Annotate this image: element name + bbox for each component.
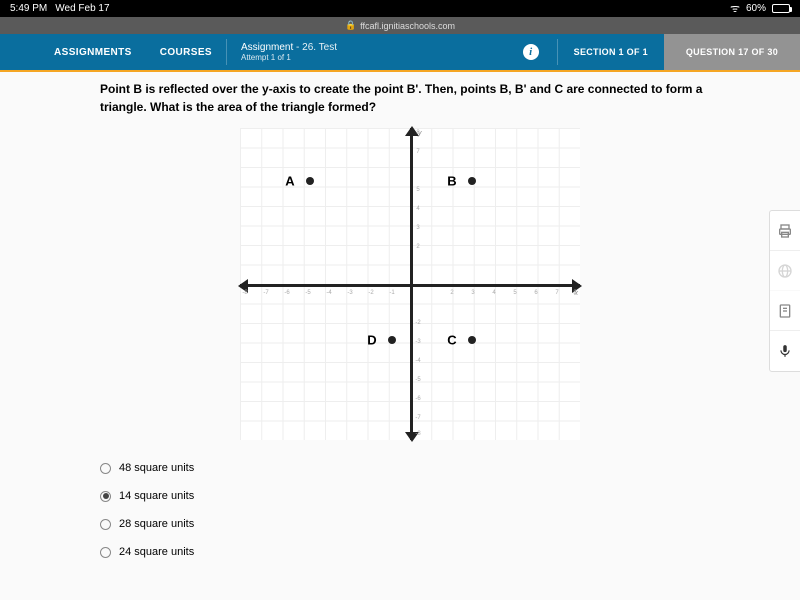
content-area: Point B is reflected over the y-axis to …: [0, 72, 800, 600]
y-tick: 2: [416, 244, 419, 250]
x-tick: -1: [389, 290, 394, 296]
assignment-block: Assignment - 26. Test Attempt 1 of 1: [227, 34, 351, 70]
nav-bar: ASSIGNMENTS COURSES Assignment - 26. Tes…: [0, 34, 800, 72]
x-tick: -2: [368, 290, 373, 296]
y-tick: -7: [415, 415, 420, 421]
assignment-attempt: Attempt 1 of 1: [241, 53, 337, 62]
y-tick: 8: [416, 130, 419, 136]
y-tick: -2: [415, 320, 420, 326]
x-tick: 4: [492, 290, 495, 296]
choice-3[interactable]: 24 square units: [100, 538, 720, 566]
coordinate-graph: y x -8-7-6-5-4-3-2-12345678875432-2-3-4-…: [240, 128, 580, 440]
choice-0-label: 48 square units: [119, 462, 194, 474]
section-indicator: SECTION 1 OF 1: [558, 47, 664, 57]
globe-tool[interactable]: [770, 251, 800, 291]
y-tick: 4: [416, 206, 419, 212]
status-bar: 5:49 PM Wed Feb 17 ᯤ 60%: [0, 0, 800, 17]
y-tick: -8: [415, 431, 420, 437]
side-toolbar: [769, 210, 800, 372]
y-tick: -3: [415, 339, 420, 345]
question-indicator: QUESTION 17 OF 30: [664, 34, 800, 70]
point-label-b: B: [447, 174, 456, 189]
url-text: ffcafl.ignitiaschools.com: [360, 21, 455, 31]
nav-courses[interactable]: COURSES: [146, 34, 226, 70]
lock-icon: 🔒: [345, 20, 356, 31]
choice-1-label: 14 square units: [119, 490, 194, 502]
doc-tool[interactable]: [770, 291, 800, 331]
x-tick: -7: [263, 290, 268, 296]
x-tick: 2: [450, 290, 453, 296]
y-tick: 7: [416, 149, 419, 155]
point-b: [468, 177, 476, 185]
choice-3-radio[interactable]: [100, 547, 111, 558]
choice-2[interactable]: 28 square units: [100, 510, 720, 538]
answer-choices: 48 square units 14 square units 28 square …: [100, 454, 720, 566]
mic-tool[interactable]: [770, 331, 800, 371]
point-d: [388, 336, 396, 344]
url-bar: 🔒 ffcafl.ignitiaschools.com: [0, 17, 800, 34]
y-axis: [410, 128, 413, 440]
battery-percent: 60%: [746, 3, 766, 14]
nav-assignments[interactable]: ASSIGNMENTS: [40, 34, 146, 70]
choice-0[interactable]: 48 square units: [100, 454, 720, 482]
question-text: Point B is reflected over the y-axis to …: [100, 80, 720, 116]
y-tick: -5: [415, 377, 420, 383]
choice-1[interactable]: 14 square units: [100, 482, 720, 510]
assignment-label: Assignment: [241, 42, 293, 53]
y-tick: 5: [416, 187, 419, 193]
graph-container: y x -8-7-6-5-4-3-2-12345678875432-2-3-4-…: [100, 116, 720, 450]
y-tick: -4: [415, 358, 420, 364]
point-label-a: A: [285, 174, 294, 189]
point-c: [468, 336, 476, 344]
choice-1-radio[interactable]: [100, 491, 111, 502]
wifi-icon: ᯤ: [730, 1, 740, 16]
print-tool[interactable]: [770, 211, 800, 251]
point-label-c: C: [447, 333, 456, 348]
point-a: [306, 177, 314, 185]
choice-0-radio[interactable]: [100, 463, 111, 474]
choice-2-radio[interactable]: [100, 519, 111, 530]
status-time: 5:49 PM: [10, 3, 47, 14]
status-date: Wed Feb 17: [55, 3, 109, 14]
battery-icon: [772, 4, 790, 13]
x-tick: 8: [573, 290, 576, 296]
choice-3-label: 24 square units: [119, 546, 194, 558]
x-tick: -5: [305, 290, 310, 296]
x-tick: -8: [242, 290, 247, 296]
x-tick: -6: [284, 290, 289, 296]
choice-2-label: 28 square units: [119, 518, 194, 530]
assignment-name: - 26. Test: [296, 42, 337, 53]
x-tick: 6: [534, 290, 537, 296]
y-tick: -6: [415, 396, 420, 402]
x-tick: -3: [347, 290, 352, 296]
x-tick: 7: [555, 290, 558, 296]
x-tick: -4: [326, 290, 331, 296]
info-icon[interactable]: i: [523, 44, 539, 60]
x-tick: 5: [513, 290, 516, 296]
y-tick: 3: [416, 225, 419, 231]
x-tick: 3: [471, 290, 474, 296]
point-label-d: D: [367, 333, 376, 348]
